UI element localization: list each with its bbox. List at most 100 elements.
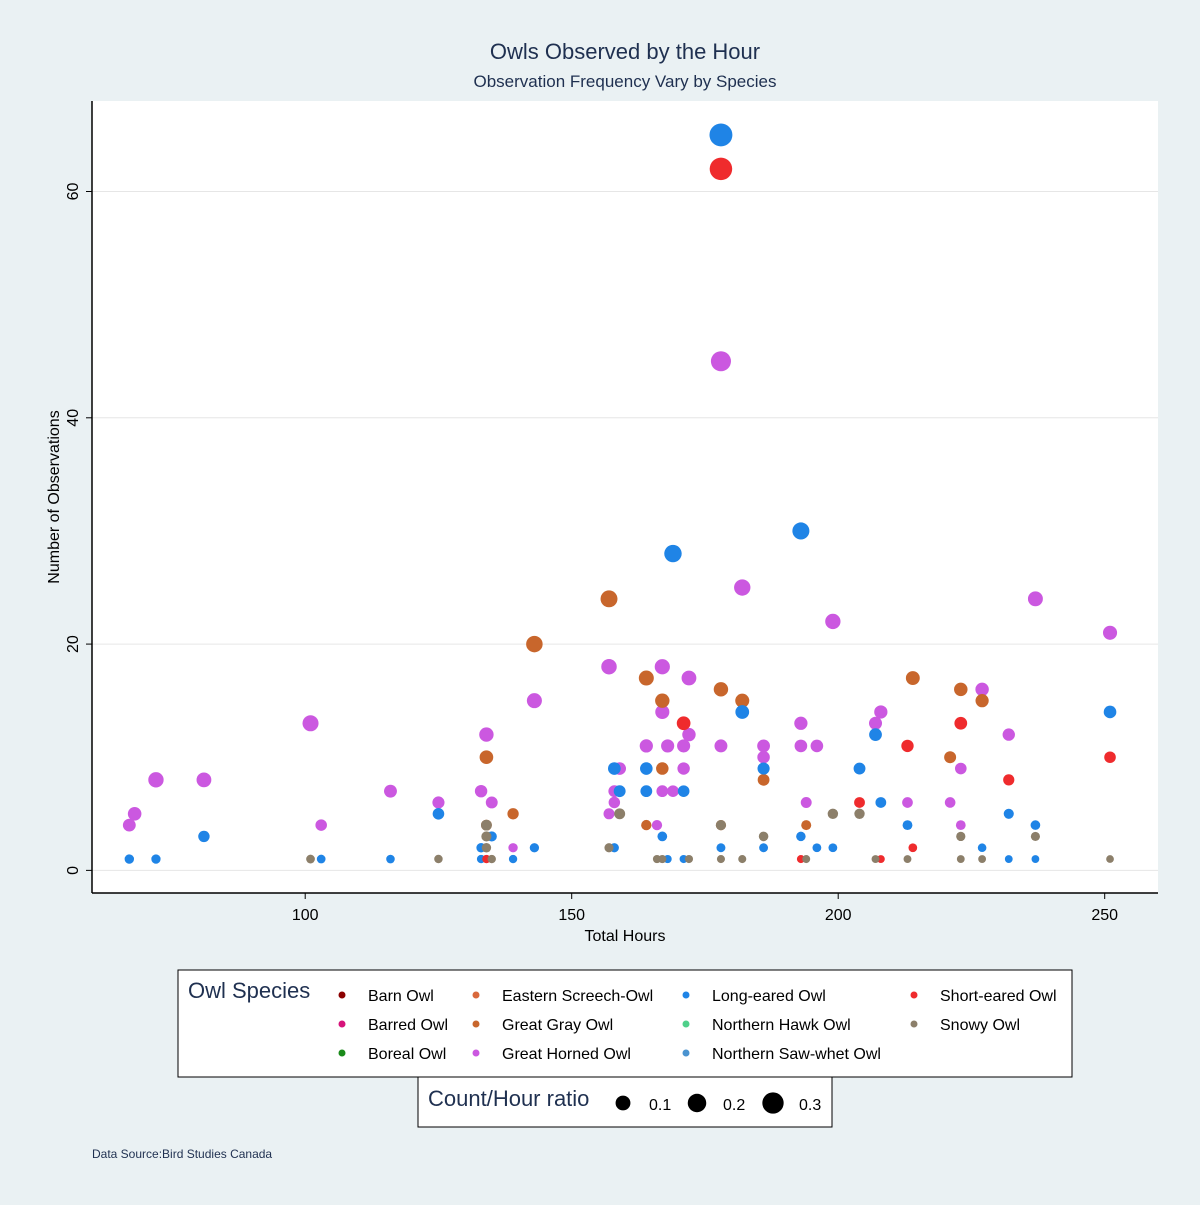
data-point (1031, 855, 1040, 863)
size-legend-item: 0.1 (615, 1095, 671, 1114)
data-point (676, 716, 691, 731)
y-axis-ticks: 0 20 40 60 (65, 183, 92, 875)
data-point (640, 762, 653, 775)
data-point (481, 831, 492, 842)
plot-area (92, 101, 1158, 893)
legend-entry: Eastern Screech-Owl (472, 988, 653, 1005)
data-point (954, 762, 967, 775)
data-point (657, 831, 668, 842)
data-point (655, 704, 670, 720)
data-point (715, 820, 727, 831)
data-point (529, 843, 540, 853)
gridlines (92, 191, 1158, 871)
data-point (954, 716, 968, 730)
data-point (944, 751, 957, 764)
data-point (1104, 751, 1116, 764)
data-point (903, 855, 912, 864)
legend-label: Snowy Owl (940, 1017, 1020, 1034)
data-point (641, 819, 652, 831)
legend-marker (338, 1020, 346, 1028)
data-point (954, 682, 968, 697)
chart-title: Owls Observed by the Hour (490, 39, 760, 64)
data-point (854, 808, 865, 819)
data-point (710, 351, 731, 372)
series-great-horned-owl (122, 351, 1118, 853)
size-legend-label: 0.3 (799, 1097, 821, 1114)
data-point (709, 157, 733, 181)
data-point (908, 843, 918, 853)
data-point (955, 820, 966, 830)
data-point (434, 854, 443, 864)
data-point (603, 808, 615, 820)
series-long-eared-owl (124, 123, 1117, 864)
data-point (508, 843, 518, 853)
data-point (1102, 625, 1118, 640)
data-point (794, 716, 808, 730)
size-legend-label: 0.1 (649, 1097, 671, 1114)
data-point (479, 727, 494, 742)
data-point (315, 819, 327, 831)
legend-marker (338, 991, 346, 999)
legend-entry: Great Horned Owl (472, 1046, 631, 1063)
legend-entry: Snowy Owl (910, 1017, 1020, 1034)
data-point (481, 843, 492, 853)
data-point (122, 818, 136, 832)
data-point (871, 855, 880, 864)
legend-label: Great Gray Owl (502, 1017, 613, 1034)
data-point (677, 762, 690, 775)
y-tick-label: 60 (65, 183, 82, 201)
legend-entry: Barred Owl (338, 1017, 448, 1034)
data-point (801, 820, 812, 831)
data-point (1103, 705, 1117, 719)
data-point (127, 807, 142, 821)
legend-marker (338, 1049, 346, 1057)
data-point (802, 855, 811, 864)
legend-entry: Barn Owl (338, 988, 434, 1005)
data-point (956, 831, 966, 842)
data-point (757, 739, 770, 753)
data-point (658, 854, 667, 864)
data-point (302, 715, 319, 732)
data-point (386, 854, 395, 864)
data-point (869, 728, 882, 741)
legend-label: Northern Saw-whet Owl (712, 1046, 881, 1063)
legend-marker (910, 1020, 918, 1028)
data-point (794, 739, 808, 753)
data-point (854, 797, 865, 808)
data-point (614, 808, 626, 820)
data-point (655, 693, 670, 708)
data-point (902, 820, 913, 831)
data-point (656, 762, 669, 775)
data-point (757, 762, 770, 775)
y-tick-label: 40 (65, 409, 82, 427)
data-point (682, 727, 696, 742)
species-legend-box (177, 969, 1073, 1078)
data-point (853, 762, 866, 775)
data-point (812, 843, 822, 853)
data-point (975, 694, 989, 708)
data-point (608, 796, 621, 809)
data-point (507, 808, 519, 820)
data-point (905, 671, 920, 685)
data-point (716, 843, 726, 853)
data-point (1002, 728, 1015, 741)
species-legend-title: Owl Species (188, 978, 310, 1003)
data-point (757, 750, 770, 764)
legend-label: Barn Owl (368, 988, 434, 1005)
legend-marker (682, 991, 690, 999)
data-point (608, 762, 621, 775)
data-point (651, 819, 663, 831)
data-point (828, 843, 838, 853)
data-point (901, 739, 914, 753)
data-point (684, 854, 694, 864)
size-legend-marker (615, 1095, 631, 1111)
data-point (738, 855, 747, 864)
data-point (124, 854, 135, 864)
data-point (1003, 774, 1015, 786)
size-legend-label: 0.2 (723, 1097, 745, 1114)
legend-label: Eastern Screech-Owl (502, 988, 653, 1005)
data-point (709, 123, 733, 147)
y-tick-label: 20 (65, 635, 82, 653)
y-tick-label: 0 (65, 866, 82, 875)
data-point (875, 797, 887, 808)
